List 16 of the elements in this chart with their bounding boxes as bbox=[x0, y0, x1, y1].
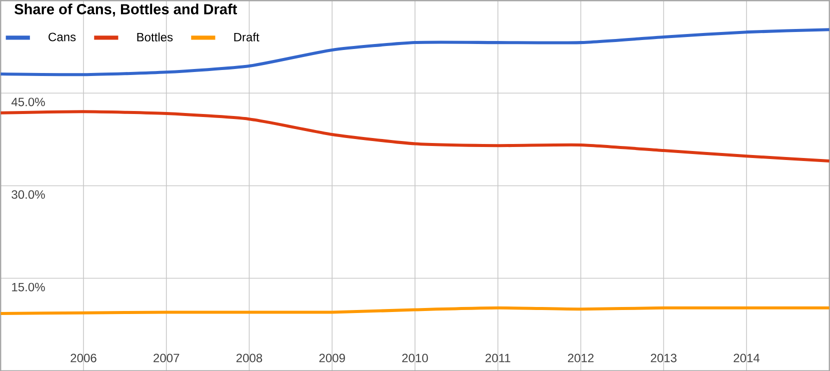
x-tick-label: 2007 bbox=[154, 354, 180, 362]
x-tick-label: 2012 bbox=[568, 354, 594, 362]
legend-label: Bottles bbox=[137, 32, 173, 42]
legend-label: Cans bbox=[48, 32, 76, 42]
x-tick-label: 2011 bbox=[486, 354, 510, 362]
legend-label: Draft bbox=[234, 32, 260, 42]
x-tick-label: 2009 bbox=[319, 354, 345, 362]
x-tick-label: 2014 bbox=[734, 354, 760, 362]
x-tick-label: 2008 bbox=[236, 354, 262, 362]
y-tick-label: 30.0% bbox=[12, 190, 45, 199]
y-tick-label: 45.0% bbox=[11, 97, 45, 106]
x-tick-label: 2010 bbox=[402, 354, 428, 362]
x-tick-label: 2006 bbox=[70, 354, 96, 362]
chart-title: Share of Cans, Bottles and Draft bbox=[14, 3, 238, 16]
x-tick-label: 2013 bbox=[650, 354, 676, 362]
y-tick-label: 15.0% bbox=[12, 282, 45, 292]
